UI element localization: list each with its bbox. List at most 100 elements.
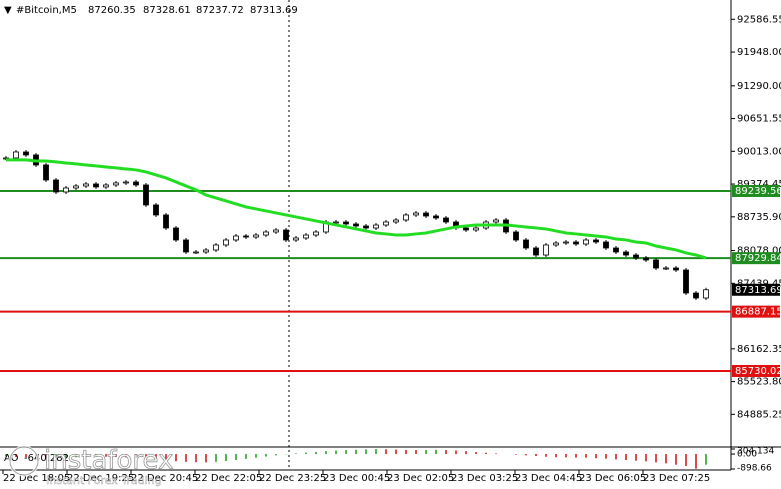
watermark-brand: instaforex	[44, 446, 173, 476]
candle	[353, 223, 359, 227]
level-tag	[732, 184, 780, 197]
candle	[23, 151, 29, 156]
current-price: 87313.69	[735, 285, 781, 296]
candle	[263, 231, 269, 236]
candle	[533, 247, 539, 256]
low: 87237.72	[196, 5, 244, 16]
candle	[253, 234, 259, 238]
candle	[643, 257, 649, 261]
high: 87328.61	[143, 5, 191, 16]
candle	[623, 251, 629, 256]
x-tick-label: 23 Dec 06:05	[579, 473, 646, 484]
candle	[53, 179, 59, 193]
candle	[273, 229, 279, 233]
x-tick-label: 22 Dec 22:05	[195, 473, 262, 484]
y-tick-label: 86162.35	[737, 344, 781, 355]
ao-value: -640.282	[24, 453, 69, 464]
level-label: 85730.02	[735, 366, 781, 377]
candle	[423, 212, 429, 217]
candle	[653, 259, 659, 269]
candle	[583, 239, 589, 245]
candle	[633, 254, 639, 259]
y-tick-label: 91290.00	[737, 81, 781, 92]
candle	[373, 224, 379, 229]
price-tag	[732, 283, 780, 296]
x-tick-label: 23 Dec 02:05	[387, 473, 454, 484]
x-tick-label: 23 Dec 04:45	[515, 473, 582, 484]
candle	[493, 219, 499, 223]
level-label: 87929.84	[735, 253, 781, 264]
candle	[303, 234, 309, 239]
candle	[363, 225, 369, 229]
candle	[123, 181, 129, 184]
candle	[613, 247, 619, 253]
candle	[553, 242, 559, 246]
watermark-tagline: Instant Forex Trading	[46, 474, 162, 487]
candle	[83, 183, 89, 187]
open: 87260.35	[88, 5, 136, 16]
candle	[603, 241, 609, 249]
candle	[543, 244, 549, 256]
candle	[593, 239, 599, 243]
logo-outline	[9, 446, 39, 476]
candle	[573, 241, 579, 245]
candle	[293, 237, 299, 241]
x-tick-label: 23 Dec 00:45	[323, 473, 390, 484]
candle	[283, 229, 289, 241]
candle	[333, 221, 339, 224]
candle	[243, 235, 249, 238]
candle	[183, 239, 189, 253]
candle	[213, 244, 219, 251]
level-label: 86887.15	[735, 307, 781, 318]
y-tick-label: 84885.25	[737, 409, 781, 420]
candle	[93, 183, 99, 188]
menu-arrow: ▼	[4, 5, 12, 16]
y-tick-label: 90651.55	[737, 114, 781, 125]
x-tick-label: 22 Dec 20:45	[131, 473, 198, 484]
level-label: 89239.56	[735, 186, 781, 197]
moving-average	[6, 158, 707, 260]
symbol: #Bitcoin,M5	[16, 5, 77, 16]
candle	[143, 184, 149, 206]
x-tick-label: 22 Dec 19:25	[67, 473, 134, 484]
candle	[233, 235, 239, 241]
candle	[383, 221, 389, 226]
candle	[473, 227, 479, 231]
y-tick-label: 91948.00	[737, 47, 781, 58]
level-tag	[732, 364, 780, 377]
candle	[73, 185, 79, 189]
level-tag	[732, 252, 780, 265]
watermark: instaforex Instant Forex Trading	[8, 445, 174, 487]
x-tick-label: 23 Dec 07:25	[643, 473, 710, 484]
x-tick-label: 22 Dec 23:25	[259, 473, 326, 484]
candle	[103, 184, 109, 188]
y-tick-label: 88735.90	[737, 212, 781, 223]
ao-tick-label: -898.66	[737, 464, 772, 474]
x-tick-label: 23 Dec 03:25	[451, 473, 518, 484]
y-tick-label: 85523.80	[737, 377, 781, 388]
candle	[133, 181, 139, 186]
candle	[223, 239, 229, 246]
candle	[13, 151, 19, 159]
ao-tick-label: 0.00	[737, 450, 757, 460]
level-tag	[732, 305, 780, 318]
candle	[513, 231, 519, 241]
candle	[343, 221, 349, 225]
candle	[163, 214, 169, 229]
y-tick-label: 90013.00	[737, 146, 781, 157]
candle	[683, 269, 689, 294]
candle	[703, 289, 709, 299]
candle	[463, 227, 469, 231]
candle	[443, 217, 449, 223]
candle	[403, 214, 409, 221]
candle	[113, 182, 119, 186]
candle	[673, 267, 679, 271]
candle	[393, 219, 399, 223]
candle	[173, 227, 179, 241]
ao-tick-label: 304.134	[737, 447, 774, 457]
candle	[153, 204, 159, 216]
candle	[413, 212, 419, 216]
y-tick-label: 88078.00	[737, 246, 781, 257]
